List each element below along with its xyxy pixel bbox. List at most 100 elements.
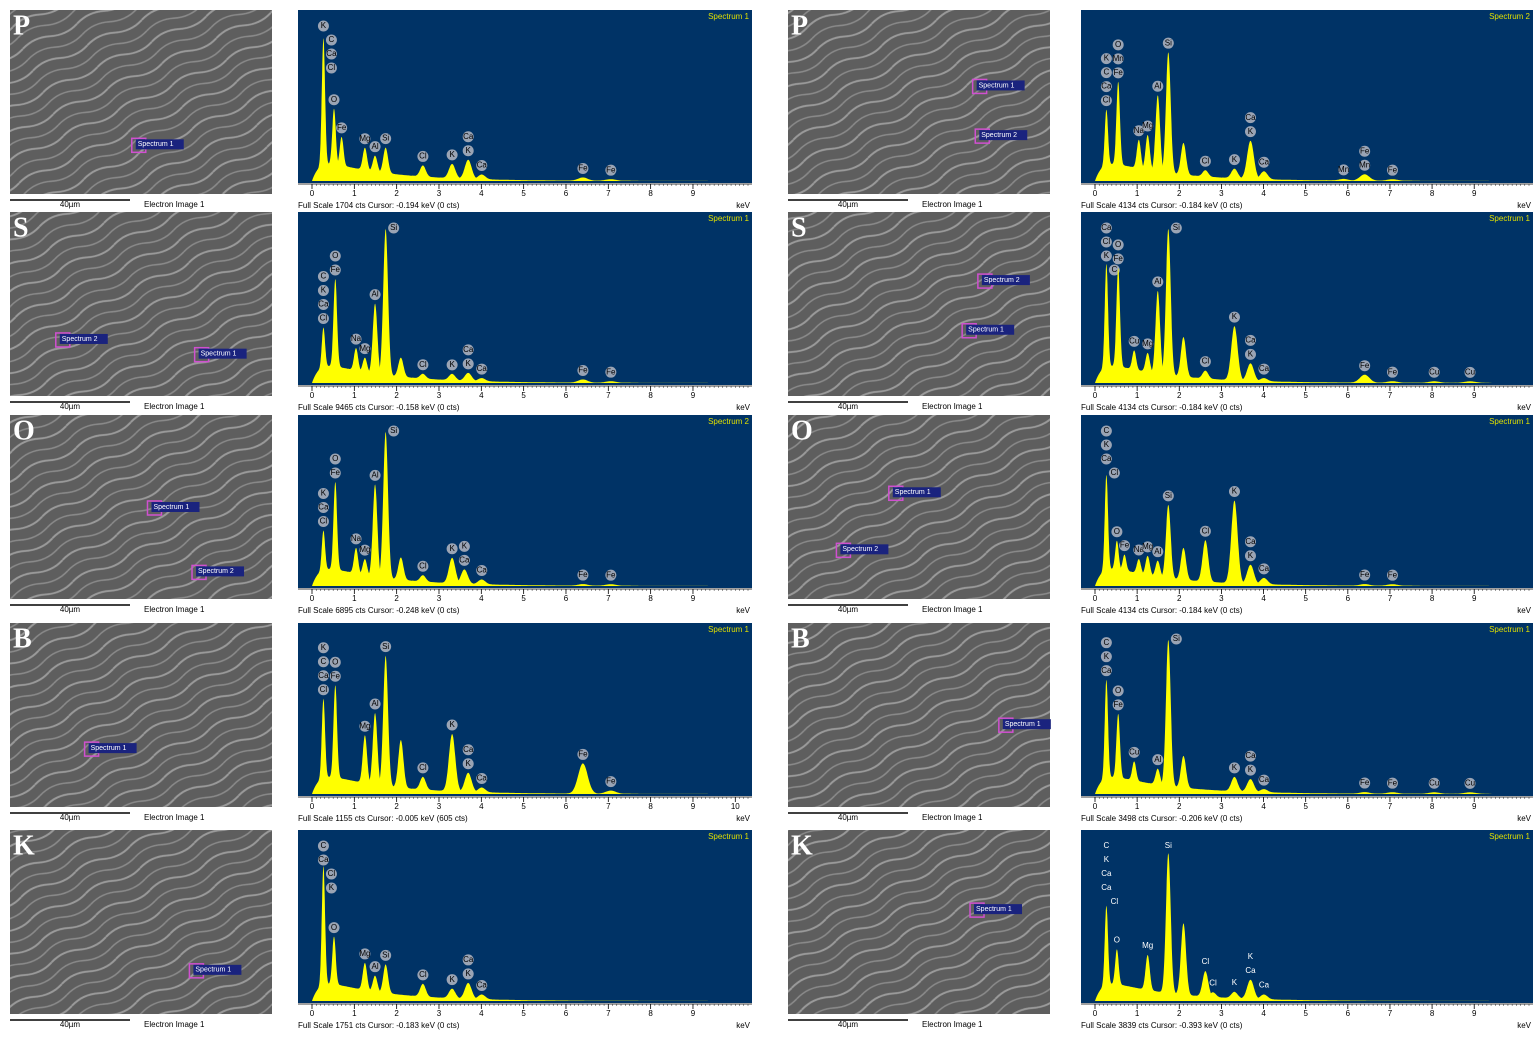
spectrum-footer: Full Scale 1751 cts Cursor: -0.183 keV (…: [298, 1021, 460, 1030]
spectrum-tag: Spectrum 1: [895, 489, 931, 496]
peak: [439, 988, 465, 1001]
spectrum-title: Spectrum 1: [1489, 417, 1530, 426]
peak: [563, 584, 602, 586]
spectrum-plot: [298, 10, 752, 183]
element-badge: [1100, 665, 1112, 677]
element-label: Cl: [419, 763, 427, 772]
element-label: K: [321, 286, 327, 295]
x-tick-label: 9: [1472, 594, 1477, 603]
peak: [328, 482, 343, 586]
x-tick-label: 2: [394, 802, 399, 811]
spectrum-tag: Spectrum 1: [91, 745, 127, 752]
element-badge: [462, 358, 474, 370]
sem-image: [10, 830, 272, 1014]
axis-unit: keV: [1517, 814, 1531, 823]
peak: [1345, 584, 1384, 586]
element-label: Ca: [477, 566, 488, 575]
x-tick-label: 8: [1430, 189, 1435, 198]
x-tick-label: 6: [564, 594, 569, 603]
x-tick-label: 8: [648, 391, 653, 400]
element-label: Ca: [1259, 157, 1270, 166]
element-badge: [317, 854, 329, 866]
sem-image: [788, 212, 1050, 396]
peak: [411, 776, 435, 794]
element-badge: [1112, 253, 1124, 265]
x-tick-label: 2: [1177, 391, 1182, 400]
element-label: Fe: [1388, 165, 1398, 174]
element-badge: [328, 922, 340, 934]
peak: [411, 983, 435, 1001]
x-tick-label: 2: [1177, 594, 1182, 603]
element-label: O: [1115, 240, 1121, 249]
element-badge: [329, 467, 341, 479]
element-label: Al: [372, 142, 379, 151]
image-caption: Electron Image 1: [144, 605, 205, 614]
element-label: C: [1103, 638, 1109, 647]
element-label: K: [466, 969, 472, 978]
element-badge: [1359, 777, 1371, 789]
x-tick-label: 7: [606, 594, 611, 603]
element-badge: [1244, 112, 1256, 124]
spectrum-tag-bg: [966, 324, 1015, 335]
peak: [411, 575, 435, 586]
x-tick-label: 8: [648, 1009, 653, 1018]
element-badge: [350, 333, 362, 345]
spectrum-tag-bg: [193, 964, 242, 975]
element-label: Fe: [331, 671, 341, 680]
x-tick-label: 0: [1093, 1009, 1098, 1018]
spectrum-footer: Full Scale 3498 cts Cursor: -0.206 keV (…: [1081, 814, 1243, 823]
element-badge: [1359, 145, 1371, 157]
spectrum-tag-bg: [974, 904, 1023, 915]
element-badge: [329, 453, 341, 465]
element-label: Si: [382, 134, 389, 143]
spectrum-tag: Spectrum 1: [979, 82, 1015, 89]
element-badge: [325, 34, 337, 46]
peak: [1249, 577, 1278, 586]
element-label: Mn: [1113, 54, 1124, 63]
spectrum-plot: [298, 212, 752, 385]
element-badge: [325, 48, 337, 60]
peak: [390, 357, 412, 383]
element-label: Cl: [1111, 468, 1119, 477]
element-label: K: [321, 21, 327, 30]
element-label: Mg: [359, 721, 370, 730]
axis-unit: keV: [736, 606, 750, 615]
element-badge: [462, 954, 474, 966]
element-label: Cl: [419, 152, 427, 161]
element-badge: [577, 364, 589, 376]
element-badge: [1100, 222, 1112, 234]
image-caption: Electron Image 1: [922, 605, 983, 614]
x-tick-label: 4: [479, 1009, 484, 1018]
element-label: O: [332, 251, 338, 260]
element-label: Cl: [419, 360, 427, 369]
element-label: Cl: [328, 869, 336, 878]
spectrum-tag: Spectrum 1: [976, 906, 1012, 913]
spectrum-tag-bg: [198, 348, 247, 359]
x-tick-label: 7: [1388, 802, 1393, 811]
element-label: Fe: [1114, 254, 1124, 263]
element-label: K: [1104, 54, 1110, 63]
x-tick-label: 5: [521, 594, 526, 603]
element-badge: [1244, 334, 1256, 346]
spectrum-tag: Spectrum 1: [195, 967, 231, 974]
scale-label: 40µm: [60, 1020, 81, 1029]
element-badge: [369, 961, 381, 973]
x-tick-label: 0: [1093, 189, 1098, 198]
element-badge: [476, 564, 488, 576]
element-badge: [1112, 39, 1124, 51]
element-badge: [1152, 276, 1164, 288]
peak: [454, 982, 482, 1001]
element-label: Fe: [1114, 68, 1124, 77]
peak: [1139, 955, 1157, 1001]
element-label: Ca: [459, 555, 470, 564]
element-badge: [1258, 563, 1270, 575]
x-tick-label: 10: [731, 802, 740, 811]
peak: [1173, 547, 1194, 586]
axis-unit: keV: [736, 814, 750, 823]
element-label: Fe: [1114, 700, 1124, 709]
element-badge: [359, 133, 371, 145]
x-tick-label: 9: [1472, 391, 1477, 400]
peak: [1345, 792, 1384, 794]
element-label: Mg: [359, 134, 370, 143]
x-tick-label: 6: [1346, 189, 1351, 198]
